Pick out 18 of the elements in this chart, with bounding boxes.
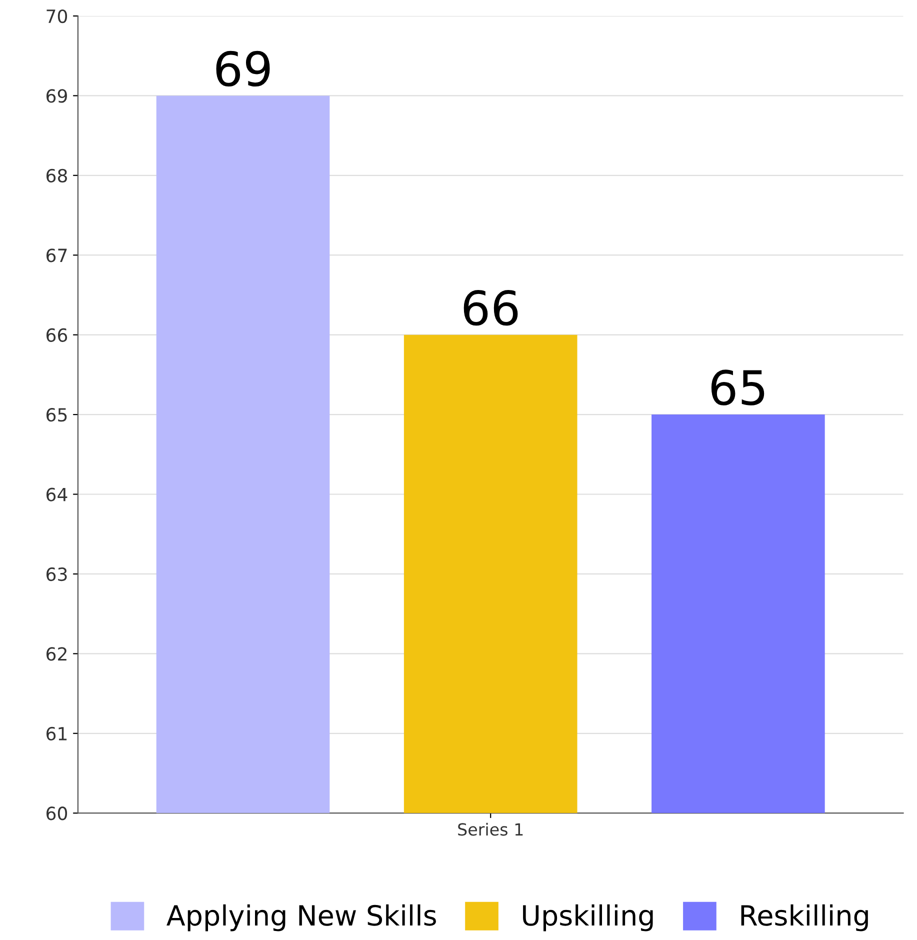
data-label: 65 (711, 370, 764, 406)
y-tick-label: 68 (46, 168, 67, 183)
y-tick-label: 65 (46, 408, 67, 422)
legend-label: Applying New Skills (166, 904, 436, 932)
y-tick-label: 61 (46, 726, 67, 741)
legend-label: Reskilling (741, 904, 868, 932)
y-tick-label: 60 (46, 806, 68, 820)
y-tick-label: 64 (46, 488, 68, 502)
y-tick-label: 69 (46, 89, 67, 103)
legend-label: Upskilling (523, 904, 653, 932)
y-tick-label: 67 (46, 248, 67, 262)
y-tick-label: 70 (46, 9, 68, 24)
y-tick-label: 66 (46, 328, 68, 342)
y-tick-label: 63 (46, 567, 67, 582)
data-label: 66 (464, 290, 518, 326)
x-tick-label: Series 1 (458, 822, 523, 836)
data-label: 69 (216, 50, 270, 87)
y-tick-label: 62 (46, 647, 66, 661)
